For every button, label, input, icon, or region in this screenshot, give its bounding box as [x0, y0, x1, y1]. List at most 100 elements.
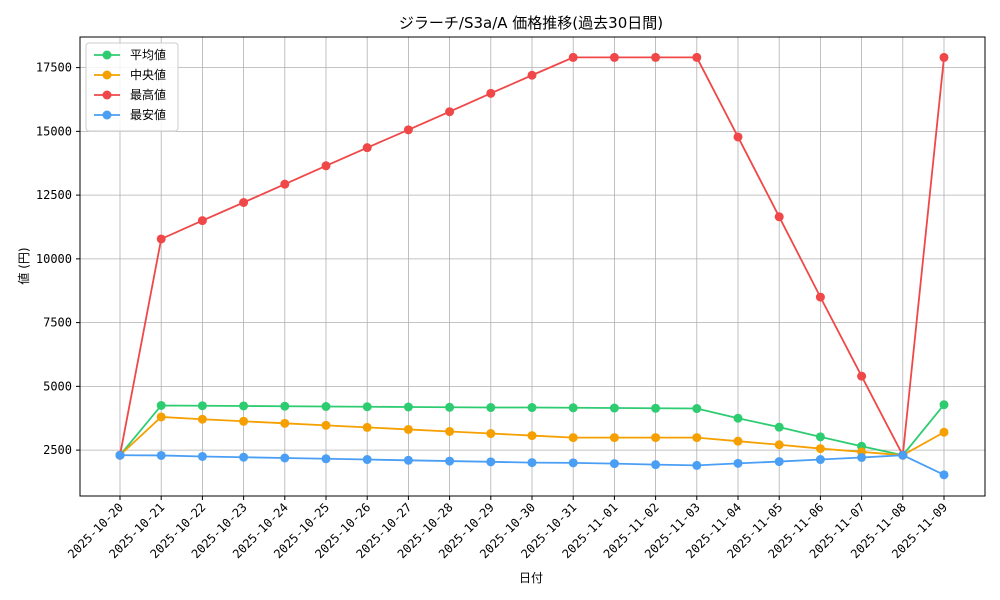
data-point: [651, 433, 661, 443]
data-point: [733, 458, 743, 468]
data-point: [115, 450, 125, 460]
data-point: [527, 458, 537, 468]
data-point: [527, 403, 537, 413]
data-point: [733, 413, 743, 423]
data-point: [692, 460, 702, 470]
plot-frame: [79, 36, 986, 497]
data-point: [197, 401, 207, 411]
series-1: [115, 412, 949, 460]
legend-label: 平均値: [130, 47, 166, 62]
data-point: [486, 429, 496, 439]
data-point: [156, 450, 166, 460]
legend-marker: [102, 90, 112, 100]
data-point: [156, 412, 166, 422]
data-point: [362, 422, 372, 432]
data-point: [692, 404, 702, 414]
data-point: [568, 433, 578, 443]
data-point: [239, 197, 249, 207]
series-2: [115, 52, 949, 460]
x-axis: 2025-10-202025-10-212025-10-222025-10-23…: [65, 496, 950, 561]
data-point: [774, 457, 784, 467]
data-point: [939, 427, 949, 437]
data-point: [774, 212, 784, 222]
data-point: [609, 403, 619, 413]
x-axis-label: 日付: [519, 571, 543, 585]
data-point: [280, 453, 290, 463]
y-tick-label: 15000: [36, 124, 72, 138]
data-point: [857, 371, 867, 381]
data-point: [362, 143, 372, 153]
data-point: [486, 403, 496, 413]
grid: [80, 37, 985, 496]
data-point: [280, 401, 290, 411]
data-point: [321, 161, 331, 171]
data-point: [321, 401, 331, 411]
data-point: [815, 444, 825, 454]
y-tick-label: 7500: [43, 316, 72, 330]
legend-box: [85, 42, 179, 132]
data-point: [939, 400, 949, 410]
data-point: [568, 458, 578, 468]
data-point: [898, 450, 908, 460]
data-point: [939, 470, 949, 480]
y-axis: 2500 5000 7500 10000 12500 15000 17500: [36, 61, 80, 457]
chart-title: ジラーチ/S3a/A 価格推移(過去30日間): [399, 14, 663, 32]
data-point: [445, 456, 455, 466]
data-point: [403, 402, 413, 412]
y-tick-label: 5000: [43, 379, 72, 393]
data-point: [280, 179, 290, 189]
data-point: [651, 52, 661, 62]
data-point: [239, 452, 249, 462]
data-point: [568, 403, 578, 413]
data-point: [445, 107, 455, 117]
data-point: [197, 216, 207, 226]
data-point: [692, 52, 702, 62]
data-point: [156, 400, 166, 410]
data-point: [486, 457, 496, 467]
data-point: [815, 455, 825, 465]
data-point: [403, 424, 413, 434]
data-point: [774, 422, 784, 432]
legend-marker: [102, 110, 112, 120]
legend-marker: [102, 70, 112, 80]
data-point: [815, 432, 825, 442]
data-point: [239, 416, 249, 426]
legend-label: 中央値: [130, 67, 166, 82]
data-point: [156, 234, 166, 244]
data-point: [362, 402, 372, 412]
data-point: [362, 455, 372, 465]
y-tick-label: 17500: [36, 61, 72, 75]
data-point: [609, 433, 619, 443]
data-point: [239, 401, 249, 411]
legend-label: 最安値: [130, 107, 166, 122]
data-point: [445, 426, 455, 436]
legend-label: 最高値: [130, 87, 166, 102]
data-point: [733, 436, 743, 446]
data-point: [733, 132, 743, 142]
y-tick-label: 10000: [36, 252, 72, 266]
data-point: [857, 452, 867, 462]
data-point: [403, 125, 413, 135]
series-3: [115, 450, 949, 480]
data-point: [403, 455, 413, 465]
y-tick-label: 2500: [43, 443, 72, 457]
data-point: [197, 451, 207, 461]
data-point: [527, 70, 537, 80]
data-point: [815, 292, 825, 302]
data-point: [939, 52, 949, 62]
data-point: [692, 433, 702, 443]
data-point: [321, 454, 331, 464]
series-group: [115, 52, 949, 480]
data-point: [527, 431, 537, 441]
data-point: [445, 402, 455, 412]
data-point: [609, 459, 619, 469]
data-point: [568, 52, 578, 62]
data-point: [651, 460, 661, 470]
data-point: [280, 418, 290, 428]
legend-marker: [102, 50, 112, 60]
data-point: [321, 420, 331, 430]
data-point: [197, 414, 207, 424]
y-axis-label: 値 (円): [16, 247, 31, 284]
